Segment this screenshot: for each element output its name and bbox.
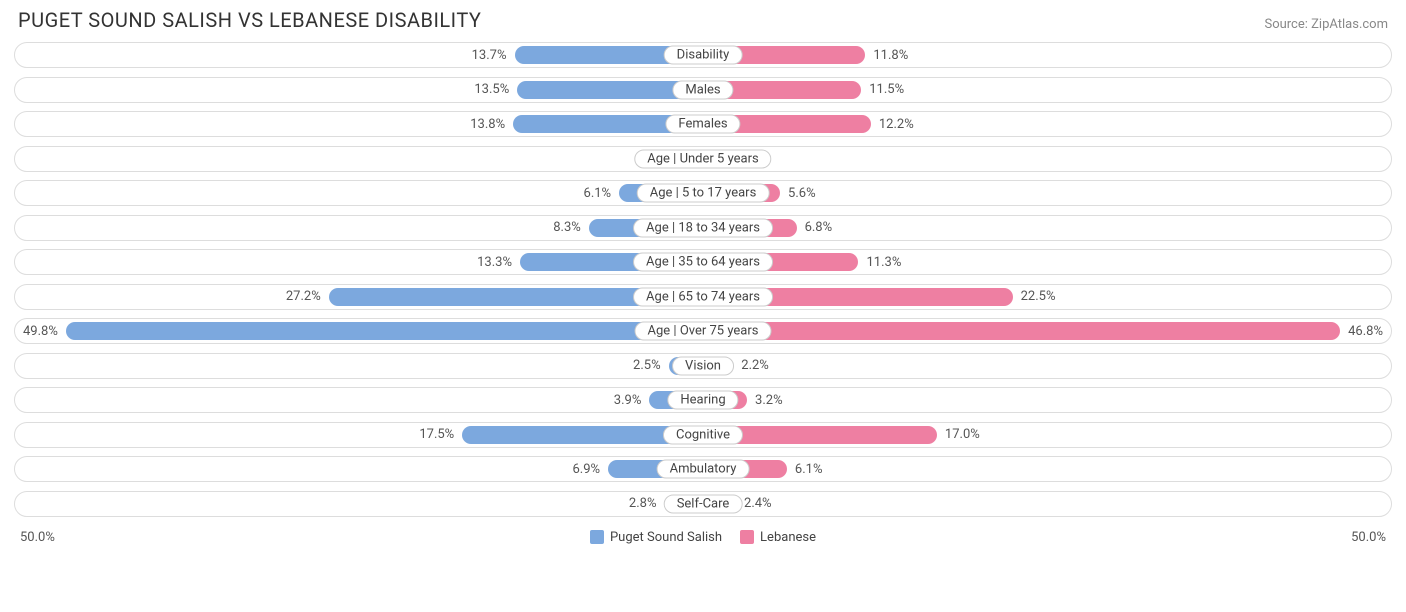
legend-item-left: Puget Sound Salish — [590, 530, 722, 545]
category-label: Males — [672, 80, 733, 99]
diverging-bar-chart: 13.7% 11.8% Disability 13.5% 11.5% Males 13.8%… — [14, 42, 1392, 517]
chart-row: 13.3% 11.3% Age | 35 to 64 years — [14, 249, 1392, 275]
value-left: 13.7% — [464, 48, 515, 63]
category-label: Self-Care — [664, 494, 743, 513]
axis-max-left: 50.0% — [20, 530, 55, 545]
value-left: 2.5% — [625, 358, 669, 373]
value-left: 13.5% — [466, 82, 517, 97]
value-right: 17.0% — [937, 427, 988, 442]
value-left: 13.3% — [469, 255, 520, 270]
value-left: 6.9% — [565, 462, 609, 477]
chart-row: 8.3% 6.8% Age | 18 to 34 years — [14, 215, 1392, 241]
value-right: 11.3% — [858, 255, 909, 270]
chart-row: 6.1% 5.6% Age | 5 to 17 years — [14, 180, 1392, 206]
bar-left — [66, 322, 703, 340]
category-label: Age | Over 75 years — [635, 322, 772, 341]
value-left: 8.3% — [545, 220, 589, 235]
chart-title: PUGET SOUND SALISH VS LEBANESE DISABILIT… — [18, 8, 481, 32]
legend: Puget Sound Salish Lebanese — [590, 530, 816, 545]
chart-footer: 50.0% Puget Sound Salish Lebanese 50.0% — [14, 525, 1392, 549]
chart-row: 3.9% 3.2% Hearing — [14, 387, 1392, 413]
bar-right — [703, 322, 1340, 340]
chart-row: 2.5% 2.2%Vision — [14, 353, 1392, 379]
chart-row: 27.2% 22.5% Age | 65 to 74 years — [14, 284, 1392, 310]
value-left: 6.1% — [576, 186, 620, 201]
value-right: 11.8% — [865, 48, 916, 63]
value-left: 3.9% — [606, 393, 650, 408]
value-right: 6.8% — [797, 220, 841, 235]
value-left: 13.8% — [462, 117, 513, 132]
value-right: 5.6% — [780, 186, 824, 201]
chart-row: 6.9% 6.1% Ambulatory — [14, 456, 1392, 482]
value-right: 12.2% — [871, 117, 922, 132]
category-label: Females — [665, 115, 740, 134]
category-label: Age | 18 to 34 years — [633, 218, 773, 237]
value-left: 27.2% — [278, 289, 329, 304]
legend-label-left: Puget Sound Salish — [610, 530, 722, 545]
category-label: Age | 65 to 74 years — [633, 287, 773, 306]
category-label: Age | Under 5 years — [634, 149, 771, 168]
category-label: Age | 5 to 17 years — [637, 184, 770, 203]
value-left: 49.8% — [15, 324, 66, 339]
chart-row: 2.8% 2.4%Self-Care — [14, 491, 1392, 517]
value-right: 2.4% — [736, 496, 780, 511]
category-label: Ambulatory — [657, 460, 750, 479]
legend-label-right: Lebanese — [760, 530, 816, 545]
value-left: 2.8% — [621, 496, 665, 511]
value-right: 3.2% — [747, 393, 791, 408]
category-label: Vision — [672, 356, 734, 375]
category-label: Age | 35 to 64 years — [633, 253, 773, 272]
legend-swatch-right — [740, 530, 754, 544]
legend-swatch-left — [590, 530, 604, 544]
category-label: Hearing — [667, 391, 738, 410]
value-right: 6.1% — [787, 462, 831, 477]
value-left: 17.5% — [411, 427, 462, 442]
category-label: Disability — [664, 46, 743, 65]
axis-max-right: 50.0% — [1351, 530, 1386, 545]
chart-row: 17.5% 17.0% Cognitive — [14, 422, 1392, 448]
value-right: 11.5% — [861, 82, 912, 97]
chart-row: 13.8% 12.2% Females — [14, 111, 1392, 137]
value-right: 22.5% — [1013, 289, 1064, 304]
chart-row: 13.7% 11.8% Disability — [14, 42, 1392, 68]
chart-row: 13.5% 11.5% Males — [14, 77, 1392, 103]
chart-row: 49.8% 46.8% Age | Over 75 years — [14, 318, 1392, 344]
value-right: 46.8% — [1340, 324, 1391, 339]
value-right: 2.2% — [733, 358, 777, 373]
category-label: Cognitive — [663, 425, 743, 444]
chart-source: Source: ZipAtlas.com — [1264, 17, 1388, 32]
legend-item-right: Lebanese — [740, 530, 816, 545]
chart-row: 0.97%1.3%Age | Under 5 years — [14, 146, 1392, 172]
chart-header: PUGET SOUND SALISH VS LEBANESE DISABILIT… — [14, 8, 1392, 32]
